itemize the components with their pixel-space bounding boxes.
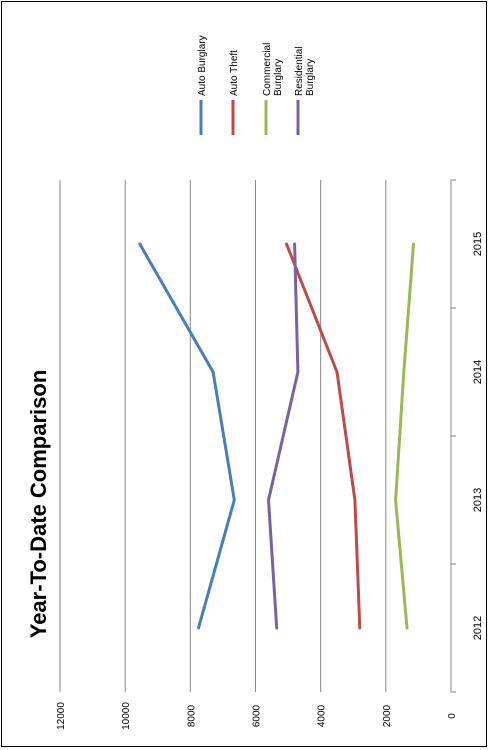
legend-label: CommercialBurglary <box>262 43 284 96</box>
legend: Auto Burglary Auto Theft CommercialBurglar… <box>197 35 316 135</box>
legend-label: Auto Burglary <box>197 35 208 96</box>
chart-title: Year-To-Date Comparison <box>26 370 51 639</box>
category-tick-label: 2012 <box>472 616 484 640</box>
series-lines <box>138 242 415 630</box>
axes: 0 2000 4000 6000 8000 10000 12000 2012 2013 2014 2… <box>56 179 484 730</box>
series-line-auto-theft <box>285 242 362 630</box>
series-line-auto-burglary <box>138 242 236 630</box>
category-tick-label: 2015 <box>472 232 484 256</box>
value-tick-label: 6000 <box>252 704 263 727</box>
value-tick-label: 12000 <box>56 702 67 730</box>
value-tick-label: 10000 <box>121 702 132 730</box>
category-tick-label: 2014 <box>472 360 484 384</box>
series-line-residential-burglary <box>267 242 300 630</box>
category-tick-label: 2013 <box>472 488 484 512</box>
legend-label: Auto Theft <box>229 50 240 96</box>
value-tick-label: 0 <box>447 713 458 719</box>
gridlines <box>59 180 387 692</box>
value-tick-label: 8000 <box>186 704 197 727</box>
legend-label: ResidentialBurglary <box>294 47 316 96</box>
value-tick-label: 2000 <box>382 704 393 727</box>
series-line-commercial-burglary <box>394 242 415 630</box>
value-tick-label: 4000 <box>317 704 328 727</box>
